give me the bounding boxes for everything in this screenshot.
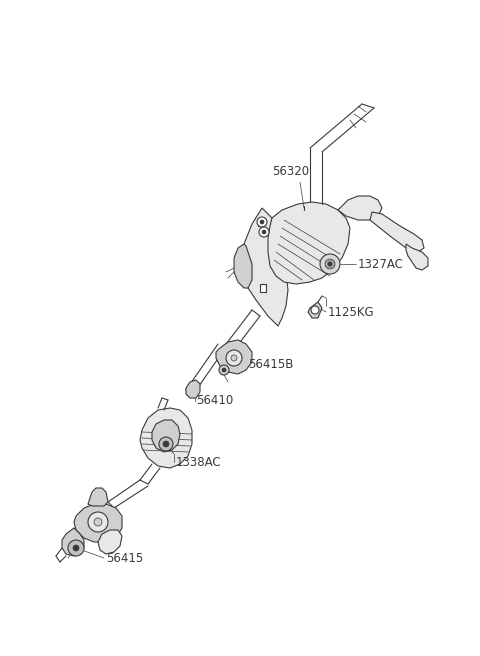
Text: 1338AC: 1338AC	[176, 455, 222, 468]
Polygon shape	[98, 530, 122, 554]
Circle shape	[320, 254, 340, 274]
Circle shape	[260, 220, 264, 224]
Polygon shape	[406, 244, 428, 270]
Text: 56410: 56410	[196, 394, 233, 407]
Circle shape	[226, 350, 242, 366]
Polygon shape	[140, 408, 192, 468]
Circle shape	[231, 355, 237, 361]
Text: 56320: 56320	[272, 165, 309, 178]
Polygon shape	[152, 420, 180, 452]
Circle shape	[262, 230, 266, 234]
Polygon shape	[268, 202, 350, 284]
Circle shape	[222, 368, 226, 372]
Circle shape	[88, 512, 108, 532]
Circle shape	[94, 518, 102, 526]
Circle shape	[325, 259, 335, 269]
Circle shape	[159, 437, 173, 451]
Circle shape	[257, 217, 267, 227]
Polygon shape	[260, 284, 266, 292]
Polygon shape	[234, 244, 252, 288]
Text: 1327AC: 1327AC	[358, 258, 404, 270]
Polygon shape	[308, 302, 322, 318]
Polygon shape	[370, 212, 424, 252]
Text: 56415: 56415	[106, 552, 143, 565]
Circle shape	[68, 540, 84, 556]
Polygon shape	[244, 208, 288, 326]
Polygon shape	[62, 528, 84, 556]
Circle shape	[163, 441, 169, 447]
Polygon shape	[258, 218, 264, 226]
Polygon shape	[88, 488, 108, 506]
Polygon shape	[74, 504, 122, 542]
Polygon shape	[216, 340, 252, 374]
Circle shape	[328, 262, 332, 266]
Circle shape	[311, 306, 319, 314]
Polygon shape	[338, 196, 382, 220]
Circle shape	[73, 545, 79, 551]
Circle shape	[219, 365, 229, 375]
Circle shape	[259, 227, 269, 237]
Text: 56415B: 56415B	[248, 358, 293, 371]
Text: 1125KG: 1125KG	[328, 306, 374, 319]
Polygon shape	[186, 380, 200, 398]
